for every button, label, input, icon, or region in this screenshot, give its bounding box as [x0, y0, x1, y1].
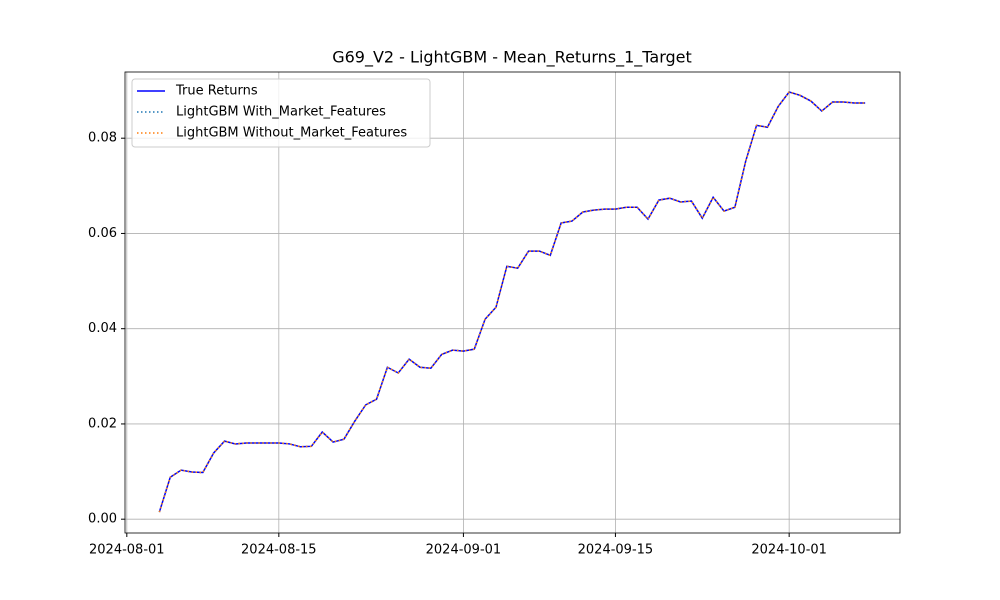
x-tick-label: 2024-10-01	[751, 543, 827, 558]
legend-label: LightGBM With_Market_Features	[176, 105, 386, 120]
chart-title: G69_V2 - LightGBM - Mean_Returns_1_Targe…	[332, 48, 692, 68]
legend-box	[131, 78, 431, 148]
plot-frame	[124, 71, 901, 534]
legend-label: LightGBM Without_Market_Features	[176, 126, 407, 141]
y-tick-label: 0.04	[88, 321, 117, 336]
y-tick-label: 0.08	[88, 131, 117, 146]
x-tick-label: 2024-08-01	[89, 543, 165, 558]
x-tick-label: 2024-09-01	[426, 543, 502, 558]
y-tick-label: 0.02	[88, 416, 117, 431]
x-tick-label: 2024-08-15	[241, 543, 317, 558]
legend-label: True Returns	[175, 84, 258, 99]
series-line	[158, 91, 866, 513]
y-tick-label: 0.06	[88, 226, 117, 241]
y-tick-label: 0.00	[88, 512, 117, 527]
x-tick-label: 2024-09-15	[578, 543, 654, 558]
